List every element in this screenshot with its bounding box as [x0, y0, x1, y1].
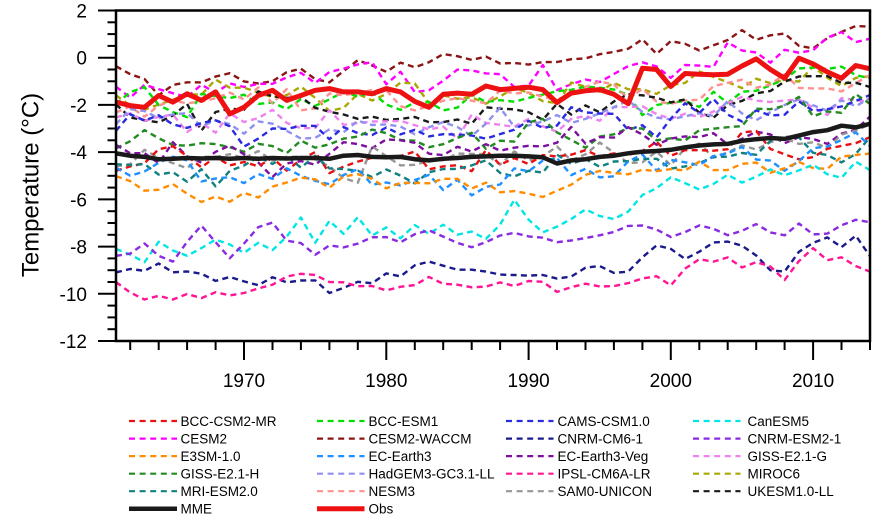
svg-text:2: 2 [76, 2, 87, 23]
svg-text:BCC-CSM2-MR: BCC-CSM2-MR [181, 414, 277, 429]
svg-text:CESM2: CESM2 [181, 431, 228, 446]
svg-text:MIROC6: MIROC6 [748, 467, 801, 482]
svg-text:EC-Earth3: EC-Earth3 [369, 449, 432, 464]
svg-text:BCC-ESM1: BCC-ESM1 [369, 414, 439, 429]
svg-text:UKESM1.0-LL: UKESM1.0-LL [748, 484, 835, 499]
svg-text:HadGEM3-GC3.1-LL: HadGEM3-GC3.1-LL [369, 467, 496, 482]
svg-text:Temperature (°C): Temperature (°C) [18, 93, 45, 277]
svg-text:E3SM-1.0: E3SM-1.0 [181, 449, 241, 464]
svg-text:NESM3: NESM3 [369, 484, 416, 499]
svg-text:-12: -12 [60, 332, 87, 353]
svg-text:EC-Earth3-Veg: EC-Earth3-Veg [558, 449, 649, 464]
svg-text:-4: -4 [70, 143, 87, 164]
svg-text:SAM0-UNICON: SAM0-UNICON [558, 484, 653, 499]
svg-text:CNRM-ESM2-1: CNRM-ESM2-1 [748, 431, 842, 446]
svg-text:Obs: Obs [369, 502, 394, 517]
svg-text:-10: -10 [60, 285, 87, 306]
svg-text:-8: -8 [70, 238, 87, 259]
svg-text:-6: -6 [70, 190, 87, 211]
svg-text:1980: 1980 [365, 371, 407, 392]
svg-text:0: 0 [76, 49, 87, 70]
svg-text:CNRM-CM6-1: CNRM-CM6-1 [558, 431, 644, 446]
svg-text:GISS-E2.1-H: GISS-E2.1-H [181, 467, 260, 482]
svg-text:CESM2-WACCM: CESM2-WACCM [369, 431, 472, 446]
svg-text:-2: -2 [70, 96, 87, 117]
svg-text:MRI-ESM2.0: MRI-ESM2.0 [181, 484, 258, 499]
svg-text:GISS-E2.1-G: GISS-E2.1-G [748, 449, 828, 464]
svg-text:MME: MME [181, 502, 213, 517]
svg-text:CAMS-CSM1.0: CAMS-CSM1.0 [558, 414, 650, 429]
svg-text:2010: 2010 [792, 371, 834, 392]
svg-text:CanESM5: CanESM5 [748, 414, 810, 429]
svg-text:2000: 2000 [650, 371, 692, 392]
svg-text:1990: 1990 [507, 371, 549, 392]
svg-text:IPSL-CM6A-LR: IPSL-CM6A-LR [558, 467, 651, 482]
svg-text:1970: 1970 [223, 371, 265, 392]
